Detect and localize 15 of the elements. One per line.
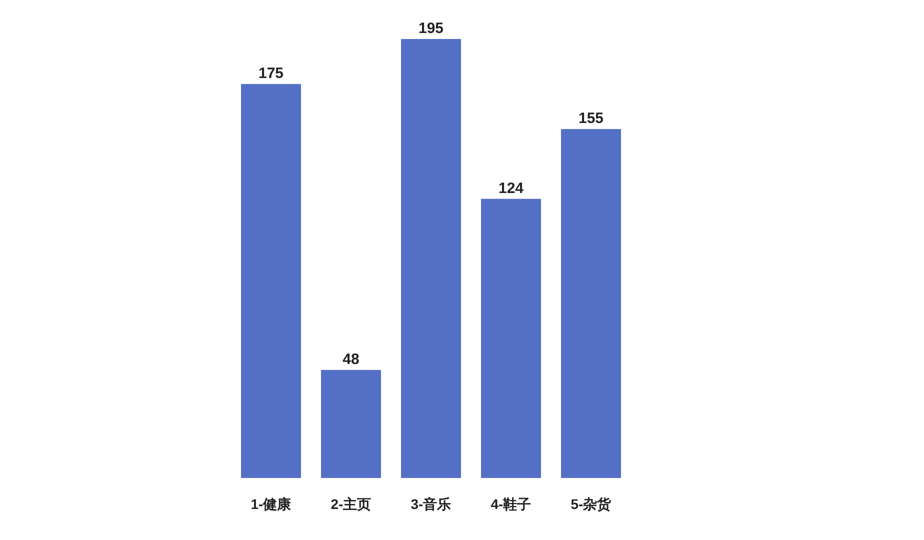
data-label: 155 — [578, 110, 604, 128]
data-label: 195 — [418, 20, 444, 37]
data-label: 124 — [498, 180, 524, 197]
bar — [561, 129, 621, 478]
x-tick-label: 3-音乐 — [410, 496, 452, 512]
x-tick-label: 1-健康 — [250, 496, 292, 512]
bar — [401, 39, 461, 478]
x-tick-label: 5-杂货 — [570, 496, 612, 512]
data-label: 175 — [258, 65, 284, 82]
bar — [481, 198, 541, 478]
data-label: 48 — [342, 350, 360, 368]
bar — [321, 370, 381, 478]
x-tick-label: 2-主页 — [330, 496, 372, 512]
bar — [241, 84, 301, 478]
x-tick-label: 4-鞋子 — [490, 496, 532, 512]
